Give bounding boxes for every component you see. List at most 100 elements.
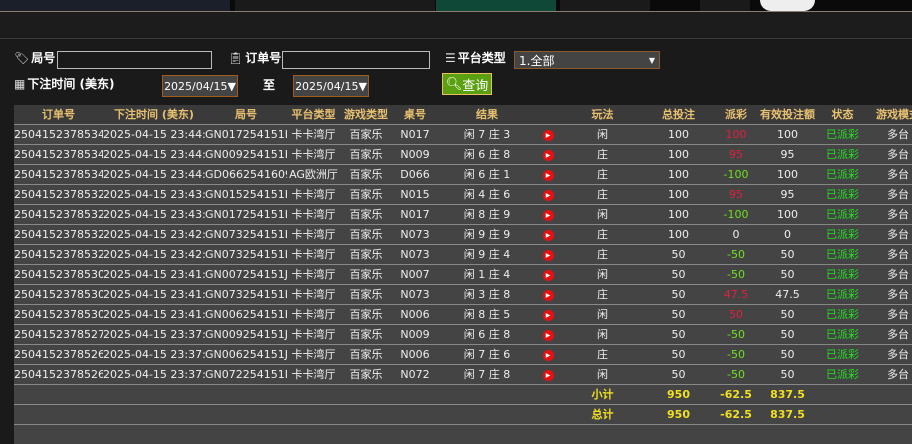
table-cell: 多台	[870, 143, 912, 164]
table-cell: 250415237853293	[14, 183, 103, 204]
status-badge: 已派彩	[815, 323, 870, 344]
table-cell	[14, 383, 103, 404]
column-header: 有效投注额	[760, 105, 815, 124]
table-cell: 百家乐	[340, 363, 392, 384]
status-badge: 已派彩	[815, 143, 870, 164]
table-cell: 闲 6 庄 1	[438, 163, 536, 184]
video-replay-icon[interactable]: ▶	[542, 270, 554, 281]
video-replay-icon[interactable]: ▶	[542, 290, 554, 301]
table-cell	[870, 423, 912, 444]
table-cell: 百家乐	[340, 203, 392, 224]
table-cell: 2025-04-15 23:41:11	[103, 283, 205, 304]
table-cell	[205, 423, 287, 444]
table-cell: 250415237852696	[14, 363, 103, 384]
table-cell: N073	[392, 283, 438, 304]
query-button[interactable]: 🔍︎ 查询	[442, 73, 492, 95]
table-cell: 2025-04-15 23:37:22	[103, 363, 205, 384]
date-to-picker[interactable]: 2025/04/15▼	[293, 75, 369, 97]
bet-records-table: 订单号 下注时间 (美东) 局号 平台类型 游戏类型 桌号 结果 玩法 总投注 派彩 有效投注额 状态…	[14, 105, 912, 444]
table-cell: GN073254151L3	[205, 283, 287, 304]
table-cell: GN073254151L6	[205, 223, 287, 244]
video-replay-icon[interactable]: ▶	[542, 350, 554, 361]
table-cell: 闲 8 庄 5	[438, 303, 536, 324]
table-cell: 多台	[870, 263, 912, 284]
video-replay-icon[interactable]: ▶	[542, 370, 554, 381]
table-row: 2504152378527102025-04-15 23:37:29GN0092…	[14, 323, 912, 344]
table-cell: 多台	[870, 223, 912, 244]
table-cell: 卡卡湾厅	[287, 203, 340, 224]
table-cell: N006	[392, 343, 438, 364]
table-cell: 多台	[870, 163, 912, 184]
video-replay-icon[interactable]: ▶	[542, 210, 554, 221]
table-cell: 2025-04-15 23:42:59	[103, 223, 205, 244]
table-cell: 闲	[560, 363, 645, 384]
video-replay-icon[interactable]: ▶	[542, 130, 554, 141]
table-cell	[536, 403, 560, 424]
table-cell: 卡卡湾厅	[287, 183, 340, 204]
table-cell	[340, 403, 392, 424]
table-cell: 闲 9 庄 4	[438, 243, 536, 264]
table-cell	[438, 383, 536, 404]
column-header: 游戏类型	[340, 105, 392, 124]
table-cell: 47.5	[760, 283, 815, 304]
empty-row	[14, 423, 912, 444]
table-cell: D066	[392, 163, 438, 184]
table-cell: GN009254151K6	[205, 143, 287, 164]
table-cell	[103, 423, 205, 444]
table-cell: 卡卡湾厅	[287, 363, 340, 384]
table-cell: 95	[712, 143, 760, 164]
table-cell: 250415237853283	[14, 223, 103, 244]
status-badge: 已派彩	[815, 363, 870, 384]
video-replay-icon[interactable]: ▶	[542, 170, 554, 181]
column-header: 下注时间 (美东)	[103, 105, 205, 124]
table-cell: 百家乐	[340, 323, 392, 344]
table-cell: 50	[760, 323, 815, 344]
table-cell: N009	[392, 323, 438, 344]
status-badge: 已派彩	[815, 123, 870, 144]
table-cell: 闲	[560, 203, 645, 224]
video-replay-icon[interactable]: ▶	[542, 310, 554, 321]
table-cell: 50	[760, 363, 815, 384]
table-cell	[815, 403, 870, 424]
table-cell: 95	[760, 183, 815, 204]
table-cell: 100	[645, 203, 712, 224]
table-row: 2504152378530932025-04-15 23:41:15GN0072…	[14, 263, 912, 284]
table-cell: 闲	[560, 303, 645, 324]
column-header: 总投注	[645, 105, 712, 124]
table-cell: GN073254151L5	[205, 243, 287, 264]
table-cell	[870, 403, 912, 424]
table-cell: 多台	[870, 363, 912, 384]
table-cell: 50	[645, 303, 712, 324]
table-cell: -62.5	[712, 383, 760, 404]
table-cell: -50	[712, 323, 760, 344]
table-cell: 庄	[560, 283, 645, 304]
video-replay-icon[interactable]: ▶	[542, 330, 554, 341]
table-cell: 95	[712, 183, 760, 204]
table-cell: GN017254151HW	[205, 203, 287, 224]
video-replay-icon[interactable]: ▶	[542, 230, 554, 241]
table-cell	[205, 403, 287, 424]
table-cell: 闲 7 庄 6	[438, 343, 536, 364]
table-cell: N007	[392, 263, 438, 284]
date-from-picker[interactable]: 2025/04/15▼	[162, 75, 238, 97]
table-cell: N017	[392, 123, 438, 144]
table-cell	[287, 403, 340, 424]
video-replay-icon[interactable]: ▶	[542, 190, 554, 201]
replay-cell: ▶	[536, 303, 560, 324]
table-cell: 多台	[870, 283, 912, 304]
status-badge: 已派彩	[815, 343, 870, 364]
table-cell: AG欧洲厅	[287, 163, 340, 184]
video-replay-icon[interactable]: ▶	[542, 150, 554, 161]
round-input[interactable]	[57, 51, 212, 69]
table-cell: N017	[392, 203, 438, 224]
time-label: ▦ 下注时间 (美东)	[14, 76, 115, 92]
table-cell: 百家乐	[340, 123, 392, 144]
table-cell: 2025-04-15 23:42:24	[103, 243, 205, 264]
column-header: 平台类型	[287, 105, 340, 124]
table-cell: 闲 6 庄 8	[438, 143, 536, 164]
video-replay-icon[interactable]: ▶	[542, 250, 554, 261]
order-input[interactable]	[282, 51, 430, 69]
platform-select[interactable]: 1.全部 ▼	[514, 51, 660, 69]
table-cell: GN072254151MG	[205, 363, 287, 384]
table-row: 2504152378532242025-04-15 23:42:24GN0732…	[14, 243, 912, 264]
